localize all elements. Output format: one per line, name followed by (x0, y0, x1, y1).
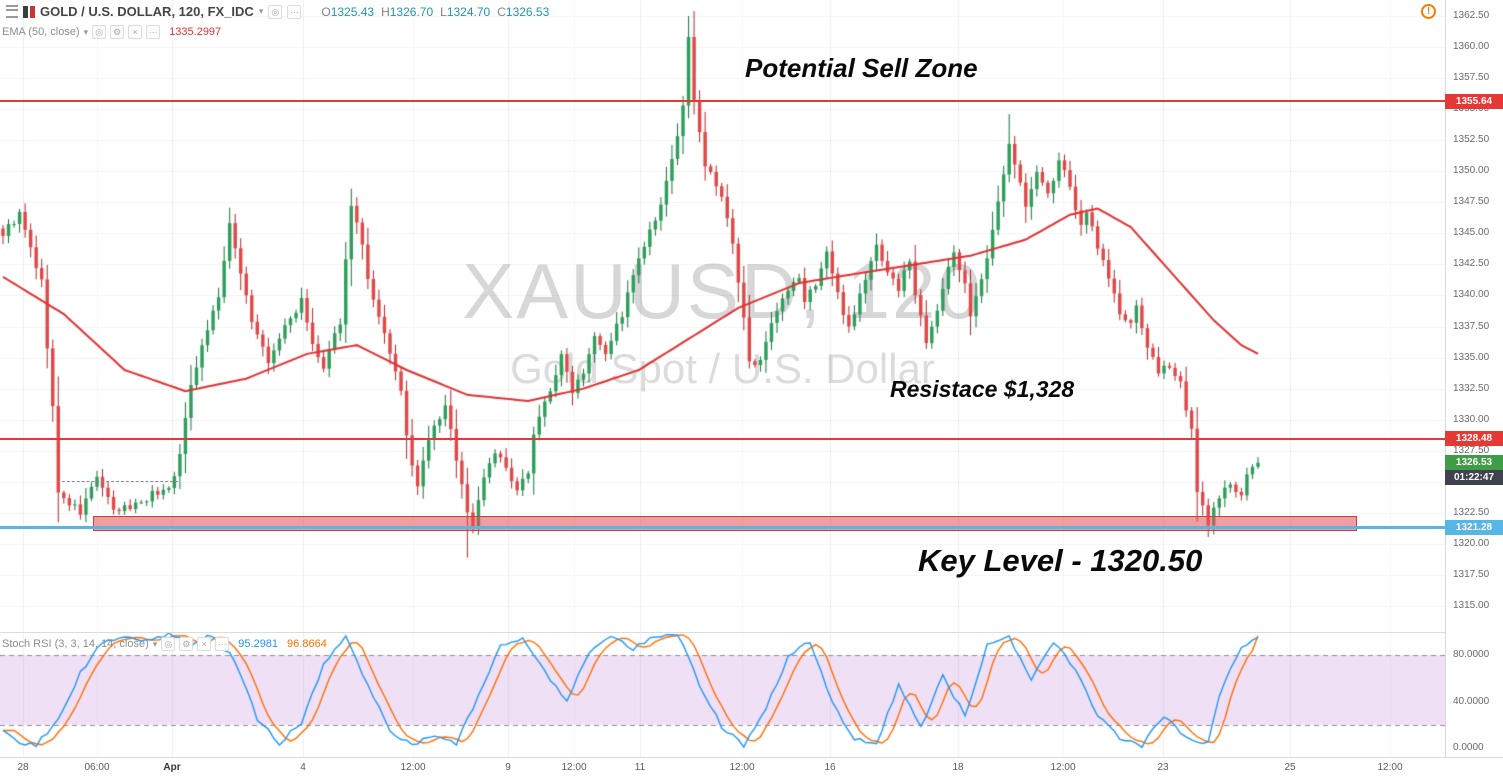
close-icon[interactable]: × (128, 25, 143, 39)
ema-value: 1335.2997 (169, 26, 222, 38)
high-value: 1326.70 (389, 4, 434, 19)
price-axis-label: 1327.50 (1453, 444, 1490, 456)
chevron-down-icon[interactable]: ▾ (83, 26, 89, 37)
price-axis-label: 1335.00 (1453, 351, 1490, 363)
chart-canvas[interactable] (0, 0, 1445, 777)
time-axis[interactable]: 28 06:00 Apr 4 12:00 9 12:00 11 12:00 16 18 12:00 23… (0, 757, 1503, 777)
dashed-price-segment[interactable] (57, 481, 178, 483)
open-label: O (321, 4, 331, 19)
close-value: 1326.53 (505, 4, 550, 19)
price-axis-label: 1315.00 (1453, 600, 1490, 611)
price-tag-1328-48[interactable]: 1328.48 (1445, 431, 1503, 447)
indicator-axis-label: 0.0000 (1453, 742, 1484, 753)
bar-countdown-tag: 01:22:47 (1445, 470, 1503, 486)
pane-separator[interactable] (0, 632, 1503, 633)
price-axis-label: 1337.50 (1453, 320, 1490, 332)
visibility-icon[interactable]: ◎ (268, 4, 283, 19)
alert-icon[interactable]: ! (1421, 4, 1436, 19)
price-axis-label: 1322.50 (1453, 506, 1490, 518)
indicator-axis-label: 80.0000 (1453, 649, 1490, 661)
stoch-rsi-label[interactable]: Stoch RSI (3, 3, 14, 14, close) (2, 638, 149, 650)
price-tag-1355-64[interactable]: 1355.64 (1445, 93, 1503, 109)
price-axis-label: 1350.00 (1453, 165, 1490, 177)
time-axis-label: 12:00 (729, 762, 755, 773)
visibility-icon[interactable]: ◎ (161, 637, 176, 651)
price-axis-label: 1360.00 (1453, 41, 1490, 53)
annotation-potential-sell-zone[interactable]: Potential Sell Zone (745, 53, 978, 83)
resistance-line-1355[interactable] (0, 100, 1445, 103)
price-tag-1321-28[interactable]: 1321.28 (1445, 520, 1503, 536)
menu-icon[interactable] (6, 5, 18, 18)
settings-icon[interactable]: ⚙ (179, 637, 194, 651)
time-axis-label: 06:00 (84, 762, 110, 773)
price-axis-label: 1340.00 (1453, 289, 1490, 301)
price-axis-label: 1345.00 (1453, 227, 1490, 239)
price-axis-label: 1352.50 (1453, 134, 1490, 146)
price-axis[interactable]: 1362.501360.001357.501355.001352.501350.… (1445, 0, 1503, 777)
high-label: H (381, 4, 390, 19)
support-line-1321[interactable] (0, 526, 1445, 530)
chevron-down-icon[interactable]: ▾ (258, 6, 264, 16)
ema-header: EMA (50, close) ▾ ◎ ⚙ × ⋯ 1335.2997 (2, 25, 221, 39)
indicator-axis-label: 40.0000 (1453, 695, 1490, 707)
stoch-k-value: 95.2981 (238, 638, 279, 650)
time-axis-label: 28 (17, 762, 29, 773)
symbol-logo-icon (23, 5, 35, 18)
stoch-rsi-header: Stoch RSI (3, 3, 14, 14, close) ▾ ◎ ⚙ × … (2, 637, 327, 651)
stoch-d-value: 96.8664 (287, 638, 327, 650)
time-axis-label: 12:00 (400, 762, 426, 773)
chevron-down-icon[interactable]: ▾ (152, 638, 158, 649)
price-axis-label: 1317.50 (1453, 568, 1490, 580)
time-axis-label: 16 (824, 762, 836, 773)
price-axis-label: 1362.50 (1453, 10, 1490, 21)
annotation-resistance[interactable]: Resistace $1,328 (890, 376, 1075, 402)
more-icon[interactable]: ⋯ (215, 637, 230, 651)
time-axis-label: 11 (634, 762, 646, 773)
symbol-header: GOLD / U.S. DOLLAR, 120, FX_IDC ▾ ◎ ⋯ O1… (6, 4, 549, 19)
time-axis-label: 12:00 (1050, 762, 1076, 773)
price-axis-label: 1357.50 (1453, 72, 1490, 84)
visibility-icon[interactable]: ◎ (92, 25, 107, 39)
time-axis-label: 12:00 (561, 762, 587, 773)
time-axis-label: 4 (300, 762, 306, 773)
price-axis-label: 1330.00 (1453, 413, 1490, 425)
time-axis-label: 12:00 (1377, 762, 1403, 773)
low-value: 1324.70 (446, 4, 491, 19)
open-value: 1325.43 (330, 4, 375, 19)
resistance-line-1328[interactable] (0, 437, 1445, 440)
close-icon[interactable]: × (197, 637, 212, 651)
price-axis-label: 1332.50 (1453, 382, 1490, 394)
price-axis-label: 1347.50 (1453, 196, 1490, 208)
time-axis-label: 23 (1157, 762, 1169, 773)
annotation-key-level[interactable]: Key Level - 1320.50 (918, 543, 1203, 578)
time-axis-label: 25 (1284, 762, 1296, 773)
more-icon[interactable]: ⋯ (287, 4, 302, 19)
time-axis-label: 9 (505, 762, 511, 773)
close-label: C (497, 4, 506, 19)
price-axis-label: 1320.00 (1453, 537, 1490, 549)
symbol-title[interactable]: GOLD / U.S. DOLLAR, 120, FX_IDC (40, 4, 254, 19)
settings-icon[interactable]: ⚙ (110, 25, 125, 39)
ema-label[interactable]: EMA (50, close) (2, 26, 80, 38)
low-label: L (440, 4, 447, 19)
price-axis-label: 1342.50 (1453, 258, 1490, 270)
time-axis-label: Apr (163, 762, 181, 773)
more-icon[interactable]: ⋯ (146, 25, 161, 39)
time-axis-label: 18 (952, 762, 964, 773)
last-price-tag[interactable]: 1326.53 (1445, 455, 1503, 471)
ohlc-readout: O1325.43 H1326.70 L1324.70 C1326.53 (314, 5, 549, 19)
